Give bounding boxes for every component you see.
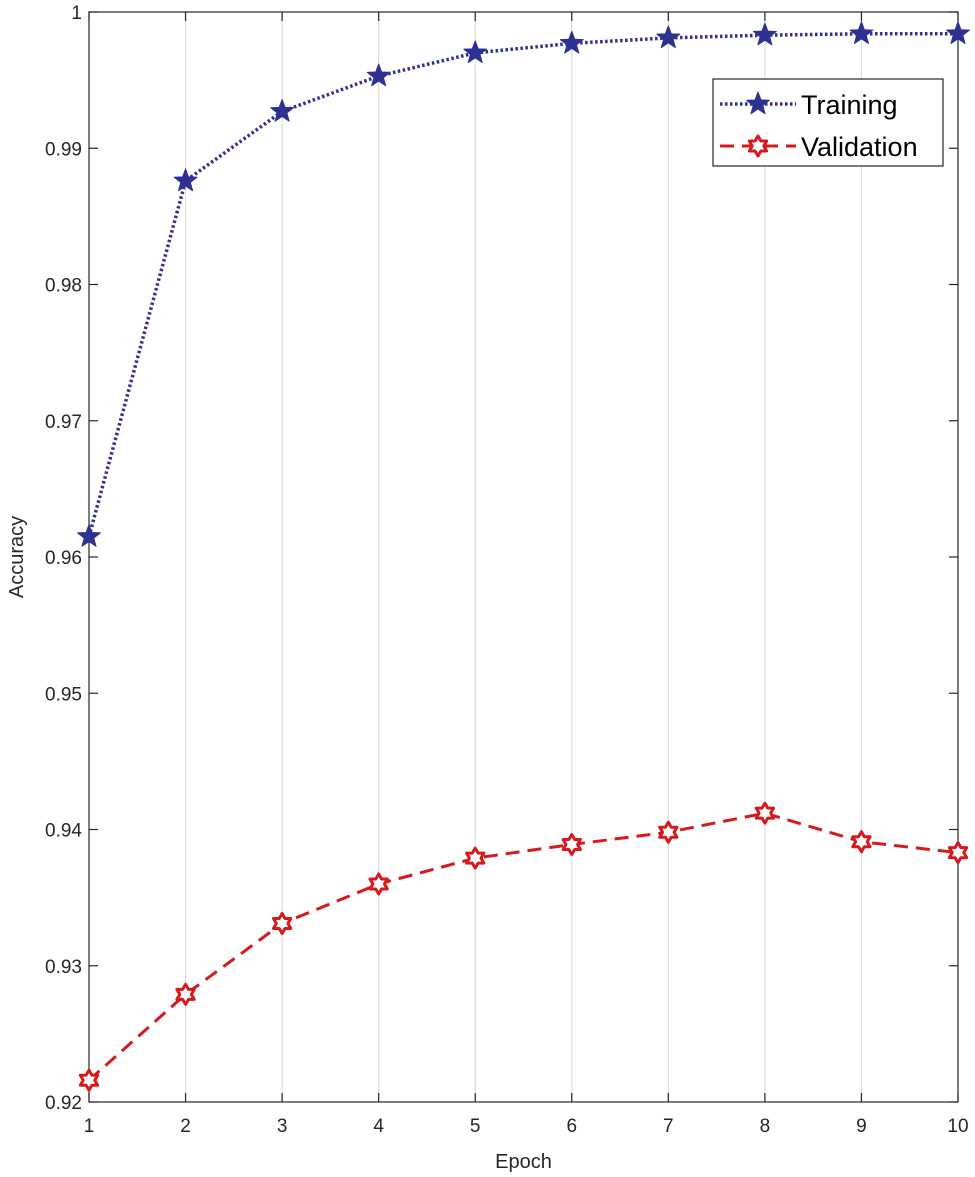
y-tick-label-0.94: 0.94: [45, 821, 82, 842]
legend-label-validation: Validation: [801, 132, 918, 162]
x-tick-label-10: 10: [947, 1116, 968, 1137]
x-tick-label-2: 2: [180, 1116, 191, 1137]
x-tick-label-9: 9: [856, 1116, 867, 1137]
point-training-1: [77, 524, 101, 547]
legend-marker-validation: [747, 134, 769, 158]
point-training-4: [366, 63, 391, 87]
point-training-10: [946, 21, 970, 45]
y-tick-label-0.93: 0.93: [45, 957, 82, 978]
legend-symbol-training: [746, 91, 770, 115]
point-training-5: [463, 40, 488, 64]
x-tick-label-7: 7: [663, 1116, 674, 1137]
y-tick-label-0.96: 0.96: [45, 548, 82, 569]
y-axis-label: Accuracy: [6, 516, 28, 598]
x-tick-label-5: 5: [470, 1116, 481, 1137]
point-training-7: [656, 25, 681, 49]
x-tick-label-3: 3: [277, 1116, 288, 1137]
y-tick-label-1: 1: [71, 3, 82, 24]
point-validation-1: [78, 1068, 100, 1092]
series-training: [77, 21, 970, 547]
point-validation-10: [947, 841, 969, 865]
point-training-3: [270, 98, 295, 122]
point-validation-2: [175, 982, 196, 1006]
axis-ticks: 1 2 3 4 5 6 7 8 9 10 0.92 0.93 0.94 0.95 0.96 0.97 0.98 0…: [45, 3, 969, 1137]
point-training-9: [849, 21, 874, 45]
data-series: [77, 21, 970, 1092]
legend-label-training: Training: [801, 90, 898, 120]
series-validation: [78, 801, 969, 1092]
series-line-validation: [88, 811, 959, 1082]
point-validation-4: [368, 872, 389, 896]
legend-symbol-validation: [747, 134, 769, 158]
point-validation-6: [561, 832, 582, 856]
legend: Training Validation: [712, 78, 944, 167]
y-tick-label-0.99: 0.99: [45, 139, 82, 160]
y-tick-label-0.98: 0.98: [45, 276, 82, 297]
x-tick-label-8: 8: [760, 1116, 771, 1137]
plot-background: [89, 12, 958, 1102]
point-validation-8: [754, 801, 776, 825]
x-tick-label-1: 1: [84, 1116, 95, 1137]
grid-lines: [184, 12, 863, 1102]
y-tick-label-0.92: 0.92: [45, 1093, 82, 1114]
x-tick-label-4: 4: [373, 1116, 384, 1137]
point-validation-5: [465, 846, 486, 870]
y-tick-label-0.95: 0.95: [45, 684, 82, 705]
x-axis-label: Epoch: [495, 1151, 552, 1173]
point-validation-3: [271, 912, 293, 936]
point-validation-7: [658, 820, 679, 844]
point-validation-9: [851, 830, 872, 854]
point-training-8: [752, 22, 777, 46]
legend-marker-training: [746, 91, 770, 115]
point-training-2: [173, 168, 198, 192]
y-tick-label-0.97: 0.97: [45, 412, 82, 433]
point-training-6: [559, 30, 584, 54]
x-tick-label-6: 6: [566, 1116, 577, 1137]
